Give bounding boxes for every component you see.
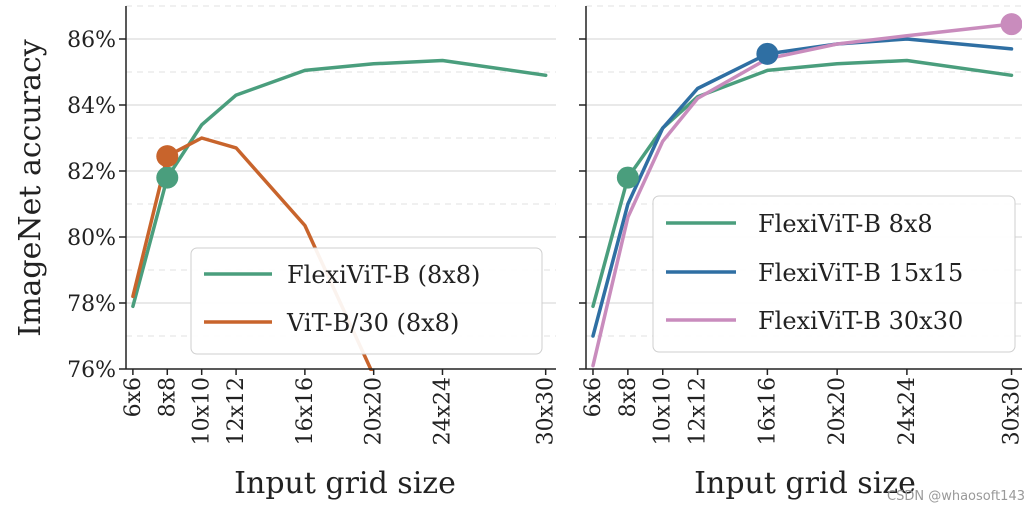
right-legend: FlexiViT-B 8x8 FlexiViT-B 15x15 FlexiViT… (652, 195, 1016, 353)
right-marker-flexivit-b-8x8 (616, 166, 639, 189)
left-marker-flexivit-b-8x8 (156, 166, 179, 189)
ytick-label-80: 80% (67, 226, 116, 251)
left-yticks: 76% 78% 80% 82% 84% 86% (67, 28, 126, 383)
watermark: CSDN @whaosoft143 (887, 489, 1025, 504)
right-xtick-label-16x16: 16x16 (755, 377, 780, 445)
ytick-label-82: 82% (67, 160, 116, 185)
left-xtick-label-16x16: 16x16 (293, 377, 318, 445)
ytick-label-86: 86% (67, 28, 116, 53)
right-yticks (579, 38, 586, 370)
right-xticks: 6x6 8x8 10x10 12x12 16x16 20x20 24x24 30x30 (581, 369, 1025, 445)
left-xtick-label-24x24: 24x24 (430, 377, 455, 445)
right-xtick-label-10x10: 10x10 (651, 377, 676, 445)
right-x-axis-title: Input grid size (694, 466, 916, 501)
left-x-axis-title: Input grid size (234, 466, 456, 501)
right-marker-flexivit-b-30x30 (1000, 13, 1022, 36)
right-legend-label-30x30: FlexiViT-B 30x30 (758, 307, 963, 335)
y-axis-title: ImageNet accuracy (13, 39, 48, 337)
left-xticks: 6x6 8x8 10x10 12x12 16x16 20x20 24x24 30x30 (121, 369, 559, 445)
left-xtick-label-20x20: 20x20 (362, 377, 387, 445)
right-xtick-label-8x8: 8x8 (616, 377, 641, 417)
right-line-flexivit-b-15x15 (591, 37, 1014, 338)
left-xtick-label-6x6: 6x6 (121, 377, 146, 417)
right-xtick-label-6x6: 6x6 (581, 377, 606, 417)
ytick-label-78: 78% (67, 292, 116, 317)
left-legend-label-flexivit: FlexiViT-B (8x8) (287, 261, 480, 289)
right-xtick-label-30x30: 30x30 (1000, 377, 1025, 445)
left-marker-vit-b-30-8x8 (156, 145, 179, 168)
panel-right: 6x6 8x8 10x10 12x12 16x16 20x20 24x24 30x30 Inp… (579, 5, 1025, 501)
left-xtick-label-8x8: 8x8 (155, 377, 180, 417)
right-xtick-label-20x20: 20x20 (825, 377, 850, 445)
left-legend-label-vit: ViT-B/30 (8x8) (286, 309, 459, 337)
left-legend: FlexiViT-B (8x8) ViT-B/30 (8x8) (190, 247, 543, 355)
ytick-label-76: 76% (67, 358, 116, 383)
left-xtick-label-12x12: 12x12 (224, 377, 249, 445)
right-legend-label-8x8: FlexiViT-B 8x8 (758, 210, 933, 238)
left-xtick-label-10x10: 10x10 (190, 377, 215, 445)
ytick-label-84: 84% (67, 94, 116, 119)
panel-left: 76% 78% 80% 82% 84% 86% 6x6 8x8 10x10 12x12 16x16… (67, 5, 559, 501)
left-xtick-label-30x30: 30x30 (534, 377, 559, 445)
right-line-flexivit-b-30x30 (591, 22, 1014, 368)
right-xtick-label-12x12: 12x12 (686, 377, 711, 445)
right-legend-label-15x15: FlexiViT-B 15x15 (758, 259, 963, 287)
right-xtick-label-24x24: 24x24 (895, 377, 920, 445)
right-marker-flexivit-b-15x15 (756, 42, 779, 65)
right-lines (591, 13, 1022, 368)
